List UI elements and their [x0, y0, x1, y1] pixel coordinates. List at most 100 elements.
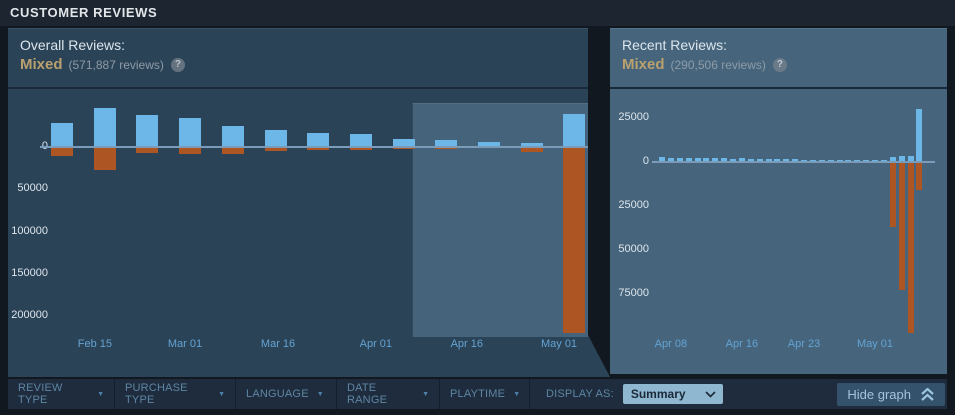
- positive-bar: [792, 159, 799, 162]
- positive-bar: [520, 142, 543, 147]
- overall-rating: Mixed: [20, 56, 63, 73]
- hide-graph-button[interactable]: Hide graph: [837, 382, 945, 406]
- negative-bar: [898, 162, 905, 291]
- chevron-down-icon: [705, 390, 716, 398]
- positive-bar: [916, 109, 923, 162]
- recent-reviews-title: Recent Reviews:: [622, 37, 728, 53]
- positive-bar: [478, 141, 500, 147]
- overall-reviews-title: Overall Reviews:: [20, 37, 126, 53]
- positive-bar: [765, 158, 772, 162]
- positive-bar: [221, 125, 244, 147]
- positive-bar: [694, 157, 701, 162]
- graph-filter-bar: REVIEW TYPE ▼ PURCHASE TYPE ▼ LANGUAGE ▼…: [8, 379, 947, 409]
- y-axis-label: 25000: [618, 111, 649, 123]
- negative-bar: [889, 162, 896, 228]
- x-axis-date-label: Apr 08: [654, 338, 688, 350]
- positive-bar: [703, 158, 710, 162]
- overall-reviews-header: Overall Reviews: Mixed (571,887 reviews)…: [8, 29, 588, 89]
- recent-reviews-header: Recent Reviews: Mixed (290,506 reviews) …: [610, 29, 947, 89]
- filter-playtime[interactable]: PLAYTIME ▼: [440, 379, 530, 409]
- positive-bar: [179, 118, 202, 147]
- negative-bar: [307, 147, 330, 150]
- x-axis-date-label: May 01: [856, 338, 894, 350]
- positive-bar: [721, 158, 728, 162]
- positive-bar: [783, 159, 790, 162]
- filter-purchase-type-label: PURCHASE TYPE: [125, 382, 188, 406]
- positive-bar: [136, 114, 159, 147]
- selected-range-overlay[interactable]: [412, 103, 588, 337]
- display-as-select[interactable]: Summary: [622, 384, 723, 404]
- positive-bar: [889, 156, 896, 162]
- y-axis-label: 50000: [17, 182, 48, 194]
- negative-bar: [563, 147, 586, 334]
- positive-bar: [738, 158, 745, 162]
- hide-graph-label: Hide graph: [847, 386, 911, 402]
- caret-down-icon: ▼: [513, 391, 521, 398]
- positive-bar: [563, 114, 586, 147]
- negative-bar: [349, 147, 372, 150]
- positive-bar: [809, 159, 816, 162]
- zoom-funnel-shape: [588, 335, 610, 377]
- negative-bar: [51, 147, 73, 156]
- positive-bar: [712, 158, 719, 162]
- negative-bar: [907, 162, 914, 333]
- filter-date-range-label: DATE RANGE: [347, 382, 388, 406]
- positive-bar: [907, 155, 914, 162]
- y-axis-label: 75000: [618, 287, 649, 299]
- x-axis-date-label: Feb 15: [77, 338, 112, 350]
- overall-reviews-panel: Overall Reviews: Mixed (571,887 reviews)…: [8, 28, 588, 377]
- positive-bar: [349, 134, 372, 147]
- y-axis-label: 0: [642, 155, 649, 167]
- recent-reviews-panel: Recent Reviews: Mixed (290,506 reviews) …: [610, 28, 947, 374]
- filter-review-type-label: REVIEW TYPE: [18, 382, 63, 406]
- zero-axis-line: [40, 146, 588, 148]
- display-as-label: DISPLAY AS:: [546, 388, 614, 400]
- help-icon[interactable]: ?: [772, 57, 787, 72]
- overall-reviews-summary: Mixed (571,887 reviews) ?: [20, 56, 576, 73]
- display-as-value: Summary: [630, 387, 686, 401]
- negative-bar: [392, 147, 415, 150]
- caret-down-icon: ▼: [97, 391, 104, 398]
- negative-bar: [136, 147, 159, 153]
- y-axis-label: 200000: [11, 309, 48, 321]
- x-axis-date-label: Mar 16: [260, 338, 296, 350]
- help-icon[interactable]: ?: [170, 57, 185, 72]
- filter-language[interactable]: LANGUAGE ▼: [236, 379, 337, 409]
- x-axis-date-label: May 01: [540, 338, 578, 350]
- y-axis-label: 100000: [11, 225, 48, 237]
- negative-bar: [520, 147, 543, 153]
- positive-bar: [51, 123, 73, 147]
- caret-down-icon: ▼: [422, 391, 429, 398]
- overall-review-count: (571,887 reviews): [68, 57, 164, 72]
- caret-down-icon: ▼: [218, 391, 225, 398]
- filter-date-range[interactable]: DATE RANGE ▼: [337, 379, 440, 409]
- filter-review-type[interactable]: REVIEW TYPE ▼: [8, 379, 115, 409]
- positive-bar: [756, 159, 763, 162]
- y-axis-label: 150000: [11, 267, 48, 279]
- x-axis-date-label: Apr 23: [787, 338, 821, 350]
- negative-bar: [179, 147, 202, 154]
- y-axis-label: 50000: [618, 243, 649, 255]
- filter-purchase-type[interactable]: PURCHASE TYPE ▼: [115, 379, 236, 409]
- x-axis-date-label: Apr 01: [359, 338, 393, 350]
- display-as-group: DISPLAY AS: Summary: [546, 384, 723, 404]
- x-axis-date-label: Mar 01: [167, 338, 203, 350]
- section-title: CUSTOMER REVIEWS: [0, 0, 955, 26]
- recent-reviews-graph[interactable]: 25000 0 25000 50000 75000 Apr 08 Apr 16 Apr 23 M…: [610, 89, 947, 373]
- chevron-up-double-icon: [921, 387, 934, 401]
- review-graphs-area: Overall Reviews: Mixed (571,887 reviews)…: [0, 26, 955, 378]
- zoom-funnel-connector: [588, 26, 610, 378]
- y-axis-label: 25000: [618, 199, 649, 211]
- negative-bar: [93, 147, 116, 171]
- positive-bar: [676, 157, 683, 162]
- x-axis-date-label: Apr 16: [725, 338, 759, 350]
- positive-bar: [392, 138, 415, 147]
- recent-reviews-summary: Mixed (290,506 reviews) ?: [622, 56, 935, 73]
- negative-bar: [916, 162, 923, 191]
- positive-bar: [898, 155, 905, 162]
- positive-bar: [667, 157, 674, 162]
- positive-bar: [747, 158, 754, 162]
- positive-bar: [435, 140, 458, 147]
- positive-bar: [730, 158, 736, 162]
